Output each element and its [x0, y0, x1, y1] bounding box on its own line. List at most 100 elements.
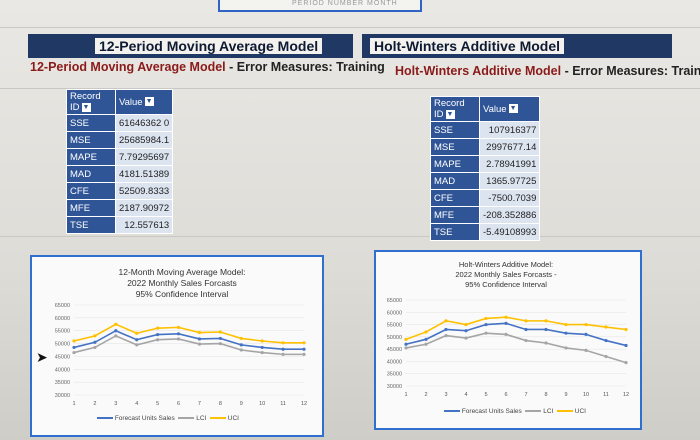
series-line[interactable]: [73, 329, 304, 351]
data-point[interactable]: [72, 345, 76, 350]
metric-value[interactable]: 2187.90972: [114, 199, 174, 217]
data-point[interactable]: [135, 338, 139, 342]
table-row[interactable]: TSE 12.557613: [66, 216, 174, 234]
filter-dropdown-icon[interactable]: ▼: [144, 97, 154, 107]
data-point[interactable]: [156, 338, 160, 342]
metric-key[interactable]: MAD: [66, 165, 116, 183]
metric-key[interactable]: MSE: [66, 131, 116, 149]
data-point[interactable]: [156, 332, 160, 337]
data-point[interactable]: [72, 350, 76, 355]
data-point[interactable]: [260, 339, 264, 343]
data-point[interactable]: [584, 348, 588, 352]
data-point[interactable]: [604, 354, 608, 359]
data-point[interactable]: [524, 338, 528, 343]
left-col-value[interactable]: Value ▼: [114, 89, 174, 115]
data-point[interactable]: [524, 327, 528, 332]
metric-value[interactable]: 12.557613: [114, 216, 174, 234]
data-point[interactable]: [544, 319, 548, 323]
data-point[interactable]: [424, 337, 428, 341]
data-point[interactable]: [281, 341, 285, 345]
series-line[interactable]: [405, 316, 627, 341]
data-point[interactable]: [135, 331, 139, 335]
metric-key[interactable]: CFE: [430, 189, 480, 207]
metric-value[interactable]: -208.352886: [478, 206, 541, 224]
data-point[interactable]: [624, 343, 628, 348]
data-point[interactable]: [218, 341, 222, 346]
metric-value[interactable]: 7.79295697: [114, 148, 174, 166]
data-point[interactable]: [424, 330, 428, 334]
table-row[interactable]: TSE -5.49108993: [430, 223, 541, 241]
data-point[interactable]: [302, 341, 306, 345]
data-point[interactable]: [197, 342, 202, 346]
data-point[interactable]: [564, 331, 568, 335]
metric-value[interactable]: 52509.8333: [114, 182, 174, 200]
table-row[interactable]: SSE 61646362 0: [66, 114, 174, 132]
data-point[interactable]: [544, 327, 548, 332]
data-point[interactable]: [404, 342, 408, 346]
data-point[interactable]: [302, 352, 306, 356]
data-point[interactable]: [424, 342, 428, 346]
right-col-value[interactable]: Value ▼: [478, 96, 541, 122]
data-point[interactable]: [114, 334, 118, 338]
data-point[interactable]: [444, 327, 448, 332]
metric-value[interactable]: -7500.7039: [478, 189, 541, 207]
table-row[interactable]: MAPE 7.79295697: [66, 148, 174, 166]
data-point[interactable]: [624, 361, 628, 365]
data-point[interactable]: [504, 315, 508, 319]
metric-key[interactable]: MFE: [66, 199, 116, 217]
data-point[interactable]: [504, 332, 508, 336]
data-point[interactable]: [93, 340, 97, 344]
data-point[interactable]: [93, 345, 97, 350]
data-point[interactable]: [404, 337, 408, 341]
table-row[interactable]: SSE 107916377: [430, 121, 541, 139]
data-point[interactable]: [281, 347, 285, 351]
metric-key[interactable]: MAD: [430, 172, 480, 190]
metric-value[interactable]: 1365.97725: [478, 172, 541, 190]
data-point[interactable]: [176, 337, 181, 341]
table-row[interactable]: MAPE 2.78941991: [430, 155, 541, 173]
data-point[interactable]: [484, 331, 488, 335]
data-point[interactable]: [239, 336, 243, 341]
metric-key[interactable]: TSE: [66, 216, 116, 234]
data-point[interactable]: [114, 322, 118, 326]
data-point[interactable]: [564, 346, 568, 350]
metric-value[interactable]: 25685984.1: [114, 131, 174, 149]
filter-dropdown-icon[interactable]: ▼: [81, 102, 91, 112]
filter-dropdown-icon[interactable]: ▼: [508, 104, 518, 114]
table-row[interactable]: MSE 2997677.14: [430, 138, 541, 156]
table-row[interactable]: MFE -208.352886: [430, 206, 541, 224]
data-point[interactable]: [464, 329, 468, 333]
data-point[interactable]: [135, 343, 139, 347]
metric-key[interactable]: SSE: [430, 121, 480, 139]
metric-value[interactable]: 107916377: [478, 121, 541, 139]
data-point[interactable]: [156, 326, 160, 330]
table-row[interactable]: MSE 25685984.1: [66, 131, 174, 149]
series-line[interactable]: [405, 322, 627, 347]
data-point[interactable]: [484, 322, 488, 327]
metric-value[interactable]: 2.78941991: [478, 155, 541, 173]
data-point[interactable]: [584, 332, 588, 336]
series-line[interactable]: [405, 332, 627, 364]
data-point[interactable]: [176, 332, 181, 336]
data-point[interactable]: [197, 337, 202, 341]
metric-value[interactable]: 61646362 0: [114, 114, 174, 132]
data-point[interactable]: [218, 336, 222, 341]
data-point[interactable]: [239, 348, 243, 352]
series-line[interactable]: [73, 323, 304, 344]
data-point[interactable]: [218, 330, 222, 334]
table-row[interactable]: MAD 4181.51389: [66, 165, 174, 183]
filter-dropdown-icon[interactable]: ▼: [445, 109, 455, 119]
data-point[interactable]: [544, 341, 548, 345]
data-point[interactable]: [484, 316, 488, 321]
data-point[interactable]: [260, 350, 264, 355]
table-row[interactable]: MAD 1365.97725: [430, 172, 541, 190]
data-point[interactable]: [604, 338, 608, 343]
data-point[interactable]: [464, 322, 468, 327]
metric-value[interactable]: -5.49108993: [478, 223, 541, 241]
data-point[interactable]: [624, 327, 628, 332]
metric-key[interactable]: MSE: [430, 138, 480, 156]
data-point[interactable]: [404, 346, 408, 350]
series-line[interactable]: [73, 334, 304, 356]
data-point[interactable]: [584, 322, 588, 327]
data-point[interactable]: [564, 322, 568, 327]
